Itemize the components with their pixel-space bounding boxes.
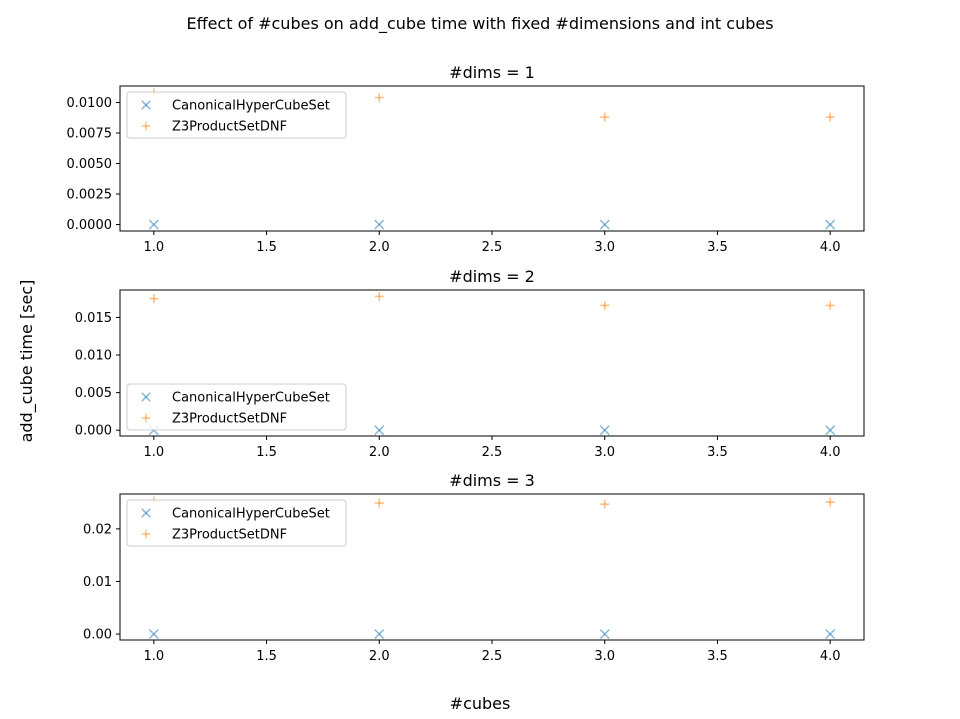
subplot-title: #dims = 3 [449,471,535,490]
data-point-canonical-stroke-2 [599,425,610,436]
y-axis-label: add_cube time [sec] [17,280,37,443]
data-point-canonical-stroke-2 [825,425,836,436]
x-tick-label: 1.5 [256,240,277,255]
x-tick-label: 1.0 [143,649,164,664]
legend-marker-canonical-stroke-2 [141,508,151,518]
data-point-z3 [825,497,835,507]
subplot-title: #dims = 2 [449,267,535,286]
data-point-z3 [825,112,835,122]
y-tick-label: 0.015 [75,311,112,326]
y-tick-label: 0.02 [83,522,112,537]
data-point-z3 [825,300,835,310]
legend-marker-z3 [141,529,151,539]
legend-marker-z3 [141,413,151,423]
legend-marker-canonical [141,392,151,402]
data-point-canonical-stroke-2 [374,425,385,436]
subplot-1: #dims = 1 1.0 1.5 2.0 2.5 3.0 3.5 4.0 0.0000 0.00… [67,63,865,255]
data-point-canonical [825,219,836,230]
data-point-canonical [825,628,836,640]
legend: CanonicalHyperCubeSet Z3ProductSetDNF [126,91,347,139]
data-point-canonical [374,425,385,436]
x-tick-label: 2.0 [369,445,390,460]
x-tick-label: 1.0 [143,445,164,460]
legend-marker-canonical [141,508,151,518]
data-point-z3 [149,294,159,304]
y-tick-label: 0.005 [75,386,112,401]
data-point-canonical [374,219,385,230]
data-point-canonical-stroke-2 [148,219,159,230]
y-tick-label: 0.0000 [67,218,113,233]
legend-marker-z3 [141,121,151,131]
data-point-z3 [600,499,610,509]
figure-suptitle: Effect of #cubes on add_cube time with f… [186,14,773,34]
data-point-canonical-stroke-2 [148,628,159,640]
x-tick-label: 3.5 [707,240,728,255]
data-point-canonical [148,219,159,230]
x-tick-label: 3.0 [594,240,615,255]
legend-frame [126,91,347,139]
y-tick-label: 0.0050 [67,157,113,172]
y-tick-label: 0.0025 [67,188,113,203]
x-tick-label: 2.0 [369,240,390,255]
legend-marker-canonical-stroke-2 [141,392,151,402]
legend-label: Z3ProductSetDNF [172,120,287,135]
x-tick-label: 3.0 [594,445,615,460]
data-point-canonical-stroke-2 [825,628,836,640]
legend-frame [126,499,347,547]
data-point-z3 [600,112,610,122]
y-tick-label: 0.0075 [67,126,113,141]
data-point-canonical-stroke-2 [599,628,610,640]
legend-label: Z3ProductSetDNF [172,528,287,543]
data-point-canonical-stroke-2 [374,219,385,230]
legend-label: CanonicalHyperCubeSet [172,391,330,406]
data-point-z3 [374,93,384,103]
subplot-panels: #dims = 1 1.0 1.5 2.0 2.5 3.0 3.5 4.0 0.0000 0.00… [67,63,865,664]
x-tick-label: 3.5 [707,649,728,664]
subplot-3: #dims = 3 1.0 1.5 2.0 2.5 3.0 3.5 4.0 0.00 0.01 0.… [83,471,865,664]
x-tick-label: 2.5 [482,240,503,255]
x-tick-label: 4.0 [820,445,841,460]
data-point-canonical [599,628,610,640]
data-point-z3 [374,498,384,508]
x-tick-label: 1.5 [256,445,277,460]
legend-marker-canonical [141,100,151,110]
data-point-canonical [148,628,159,640]
data-point-canonical-stroke-2 [825,219,836,230]
x-tick-label: 2.5 [482,445,503,460]
legend: CanonicalHyperCubeSet Z3ProductSetDNF [126,383,347,431]
x-tick-label: 2.5 [482,649,503,664]
legend-label: Z3ProductSetDNF [172,412,287,427]
data-point-canonical-stroke-2 [374,628,385,640]
data-point-canonical [374,628,385,640]
legend-frame [126,383,347,431]
y-tick-label: 0.010 [75,349,112,364]
subplot-title: #dims = 1 [449,63,535,82]
y-tick-label: 0.000 [75,424,112,439]
data-point-canonical [599,425,610,436]
x-axis-label: #cubes [450,694,511,713]
legend-marker-canonical-stroke-2 [141,100,151,110]
subplot-2: #dims = 2 1.0 1.5 2.0 2.5 3.0 3.5 4.0 0.000 0.005… [75,267,865,460]
legend: CanonicalHyperCubeSet Z3ProductSetDNF [126,499,347,547]
x-tick-label: 4.0 [820,240,841,255]
y-tick-label: 0.01 [83,575,112,590]
x-tick-label: 3.5 [707,445,728,460]
data-point-z3 [374,291,384,301]
legend-label: CanonicalHyperCubeSet [172,507,330,522]
x-tick-label: 2.0 [369,649,390,664]
data-point-canonical [599,219,610,230]
y-tick-label: 0.00 [83,628,112,643]
data-point-canonical [825,425,836,436]
x-tick-label: 3.0 [594,649,615,664]
x-tick-label: 1.5 [256,649,277,664]
data-point-z3 [600,300,610,310]
x-tick-label: 4.0 [820,649,841,664]
y-tick-label: 0.0100 [67,96,113,111]
legend-label: CanonicalHyperCubeSet [172,99,330,114]
data-point-canonical-stroke-2 [599,219,610,230]
x-tick-label: 1.0 [143,240,164,255]
